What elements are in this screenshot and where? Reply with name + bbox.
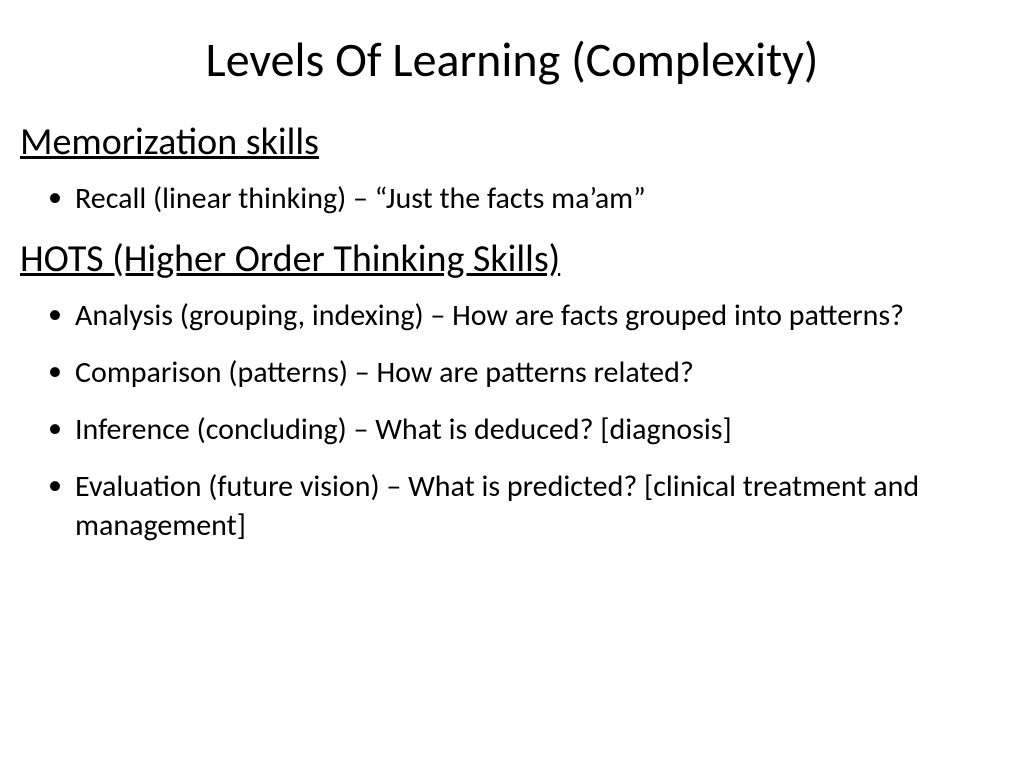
list-item: Comparison (patterns) – How are patterns… [30, 353, 994, 392]
slide-title: Levels Of Learning (Complexity) [30, 30, 994, 89]
bullet-list-memorization: Recall (linear thinking) – “Just the fac… [30, 179, 994, 218]
list-item: Analysis (grouping, indexing) – How are … [30, 296, 994, 335]
section-heading-hots: HOTS (Higher Order Thinking Skills) [20, 236, 994, 282]
list-item: Evaluation (future vision) – What is pre… [30, 467, 994, 545]
bullet-list-hots: Analysis (grouping, indexing) – How are … [30, 296, 994, 545]
list-item: Inference (concluding) – What is deduced… [30, 410, 994, 449]
list-item: Recall (linear thinking) – “Just the fac… [30, 179, 994, 218]
section-heading-memorization: Memorization skills [20, 119, 994, 165]
